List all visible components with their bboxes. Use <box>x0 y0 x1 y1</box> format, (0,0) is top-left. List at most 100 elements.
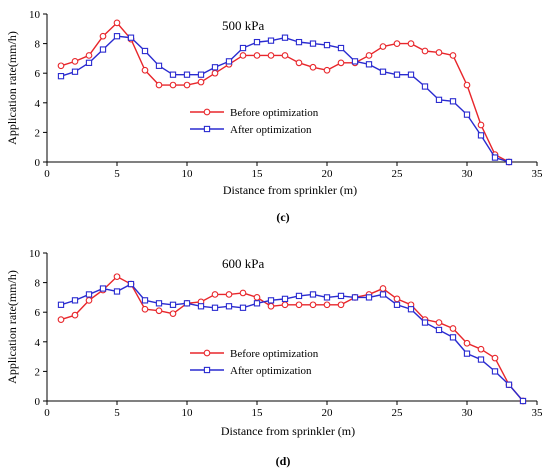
data-point-after <box>337 44 345 52</box>
y-tick-label: 4 <box>35 337 41 349</box>
data-point-after <box>393 301 401 308</box>
data-point-before <box>267 302 275 310</box>
data-point-after <box>323 294 331 301</box>
data-point-before <box>295 59 303 67</box>
data-point-before <box>323 66 331 74</box>
data-point-after <box>211 64 219 71</box>
data-point-after <box>435 96 443 103</box>
data-point-after <box>365 294 373 301</box>
data-point-after <box>421 83 429 90</box>
y-tick-label: 2 <box>35 127 41 139</box>
data-point-before <box>225 291 233 298</box>
data-point-before <box>393 40 401 47</box>
data-point-before <box>169 310 177 318</box>
chart-panel-c: 0 5 10 15 20 25 30 35 0 2 4 6 8 10 500 kPa Distance f… <box>5 9 543 224</box>
data-point-after <box>519 397 527 405</box>
legend-label-after: After optimization <box>230 365 312 377</box>
data-point-before <box>99 32 107 40</box>
panel-label: (c) <box>276 210 289 224</box>
data-point-before <box>57 316 65 323</box>
data-point-before <box>197 78 205 86</box>
data-point-after <box>407 306 415 313</box>
x-tick-label: 35 <box>532 168 544 180</box>
data-point-before <box>463 339 471 347</box>
data-point-after <box>491 154 499 161</box>
data-point-after <box>435 326 443 334</box>
data-point-before <box>323 301 331 309</box>
y-tick-label: 10 <box>29 9 41 21</box>
legend-marker-after <box>203 366 211 374</box>
data-point-after <box>379 291 387 298</box>
data-point-after <box>491 368 499 375</box>
y-tick-label: 6 <box>35 68 41 80</box>
data-point-after <box>295 38 303 46</box>
data-point-after <box>225 58 233 65</box>
data-point-before <box>155 307 163 315</box>
legend-label-before: Before optimization <box>230 107 319 119</box>
data-point-before <box>337 59 345 67</box>
data-point-before <box>141 305 149 313</box>
x-tick-label: 10 <box>182 407 194 419</box>
data-point-after <box>85 291 93 298</box>
data-point-before <box>365 52 373 59</box>
legend-marker-before <box>203 108 211 116</box>
legend-marker-after <box>203 125 211 133</box>
plot-area: 0 5 10 15 20 25 30 35 0 2 4 6 8 10 <box>29 9 543 180</box>
data-point-after <box>211 304 219 311</box>
y-tick-label: 6 <box>35 307 41 319</box>
data-point-before <box>281 301 289 309</box>
data-point-after <box>71 68 79 75</box>
chart-panel-d: 0 5 10 15 20 25 30 35 0 2 4 6 8 10 600 kPa Distance f… <box>5 248 543 468</box>
data-point-before <box>211 69 219 77</box>
data-point-after <box>113 288 121 295</box>
x-tick-label: 20 <box>322 168 334 180</box>
data-point-after <box>239 304 247 311</box>
data-point-after <box>155 300 163 307</box>
data-point-before <box>393 295 401 303</box>
legend-label-after: After optimization <box>230 124 312 136</box>
data-point-after <box>253 38 261 46</box>
data-point-after <box>99 46 107 53</box>
data-point-after <box>379 68 387 75</box>
data-point-after <box>281 295 289 303</box>
data-point-before <box>141 66 149 74</box>
data-point-after <box>127 34 135 41</box>
x-tick-label: 15 <box>252 168 264 180</box>
data-point-before <box>85 297 93 304</box>
y-axis-title: Application rate(mm/h) <box>5 31 19 145</box>
data-point-after <box>169 301 177 308</box>
x-tick-label: 0 <box>44 168 50 180</box>
x-tick-label: 5 <box>114 168 120 180</box>
data-point-after <box>477 132 485 139</box>
x-tick-label: 25 <box>392 168 404 180</box>
data-point-after <box>463 111 471 118</box>
x-axis-title: Distance from sprinkler (m) <box>221 424 355 438</box>
data-point-after <box>351 58 359 65</box>
data-point-before <box>211 291 219 298</box>
data-point-after <box>309 40 317 47</box>
x-tick-label: 35 <box>532 407 544 419</box>
data-point-before <box>239 289 247 297</box>
y-axis-title: Application rate(mm/h) <box>5 270 19 384</box>
data-point-after <box>407 71 415 78</box>
data-point-after <box>57 301 65 308</box>
data-point-after <box>365 61 373 68</box>
data-point-after <box>463 350 471 357</box>
data-point-after <box>393 71 401 78</box>
y-tick-label: 2 <box>35 366 41 378</box>
data-point-before <box>463 81 471 89</box>
data-point-after <box>505 381 513 388</box>
data-point-before <box>477 345 485 353</box>
y-tick-label: 8 <box>35 278 41 290</box>
series-line-before <box>60 275 524 402</box>
data-point-after <box>225 303 233 310</box>
data-point-after <box>71 297 79 304</box>
data-point-after <box>351 294 359 301</box>
data-point-after <box>197 71 205 78</box>
data-point-after <box>309 291 317 298</box>
data-point-after <box>113 33 121 40</box>
data-point-before <box>183 81 191 89</box>
data-point-before <box>337 301 345 309</box>
data-point-before <box>449 52 457 59</box>
y-tick-label: 8 <box>35 39 41 51</box>
